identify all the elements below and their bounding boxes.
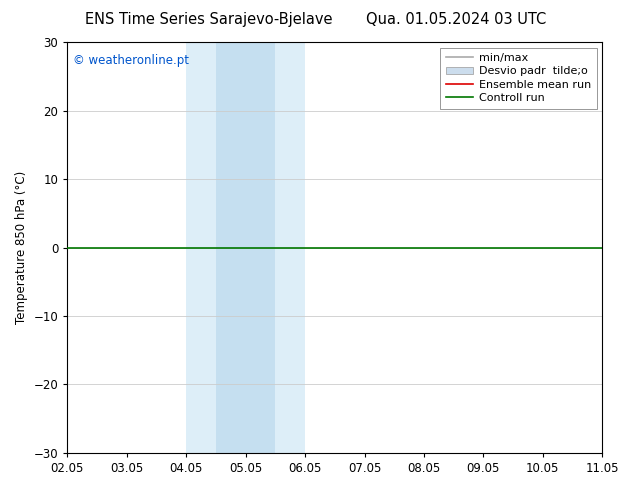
Bar	[602, 42, 632, 453]
Text: ENS Time Series Sarajevo-Bjelave: ENS Time Series Sarajevo-Bjelave	[86, 12, 333, 27]
Text: Qua. 01.05.2024 03 UTC: Qua. 01.05.2024 03 UTC	[366, 12, 547, 27]
Y-axis label: Temperature 850 hPa (°C): Temperature 850 hPa (°C)	[15, 171, 28, 324]
Text: © weatheronline.pt: © weatheronline.pt	[73, 54, 189, 68]
Bar	[216, 42, 275, 453]
Bar	[186, 42, 305, 453]
Legend: min/max, Desvio padr  tilde;o, Ensemble mean run, Controll run: min/max, Desvio padr tilde;o, Ensemble m…	[440, 48, 597, 109]
Bar	[614, 42, 632, 453]
